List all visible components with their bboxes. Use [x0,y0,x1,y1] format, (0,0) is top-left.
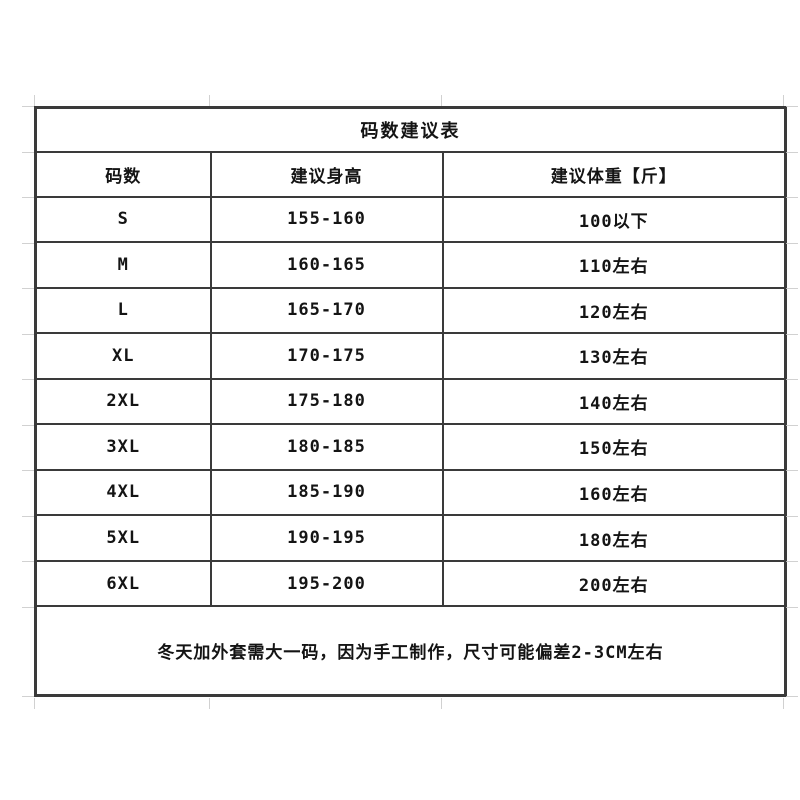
height-cell: 175-180 [209,377,444,426]
size-cell: 5XL [34,514,212,562]
table-row: 6XL 195-200 200左右 [34,559,787,608]
column-header-height: 建议身高 [209,151,444,198]
height-cell: 160-165 [209,241,444,289]
table-title: 码数建议表 [34,106,787,154]
column-header-size: 码数 [34,151,212,198]
size-cell: M [34,241,212,289]
table-header-row: 码数 建议身高 建议体重【斤】 [34,151,787,198]
size-cell: XL [34,332,212,380]
weight-cell: 120左右 [441,286,787,335]
weight-cell: 100以下 [441,195,787,244]
table-row: L 165-170 120左右 [34,286,787,335]
height-cell: 165-170 [209,286,444,335]
weight-cell: 160左右 [441,468,787,517]
size-cell: 6XL [34,559,212,608]
height-cell: 155-160 [209,195,444,244]
size-cell: S [34,195,212,244]
weight-cell: 200左右 [441,559,787,608]
table-row: 2XL 175-180 140左右 [34,377,787,426]
size-cell: 4XL [34,468,212,517]
table-note: 冬天加外套需大一码，因为手工制作，尺寸可能偏差2-3CM左右 [34,605,787,697]
table-row: M 160-165 110左右 [34,241,787,289]
weight-cell: 180左右 [441,514,787,562]
height-cell: 180-185 [209,423,444,471]
table-row: XL 170-175 130左右 [34,332,787,380]
size-cell: L [34,286,212,335]
table-row: 5XL 190-195 180左右 [34,514,787,562]
weight-cell: 130左右 [441,332,787,380]
weight-cell: 150左右 [441,423,787,471]
height-cell: 185-190 [209,468,444,517]
table-note-row: 冬天加外套需大一码，因为手工制作，尺寸可能偏差2-3CM左右 [34,605,787,697]
weight-cell: 140左右 [441,377,787,426]
height-cell: 190-195 [209,514,444,562]
table-row: S 155-160 100以下 [34,195,787,244]
table-row: 4XL 185-190 160左右 [34,468,787,517]
table-title-row: 码数建议表 [34,106,787,154]
table-row: 3XL 180-185 150左右 [34,423,787,471]
size-cell: 2XL [34,377,212,426]
size-cell: 3XL [34,423,212,471]
size-chart-table: 码数建议表 码数 建议身高 建议体重【斤】 S 155-160 100以下 M … [34,106,788,697]
height-cell: 170-175 [209,332,444,380]
weight-cell: 110左右 [441,241,787,289]
column-header-weight: 建议体重【斤】 [441,151,787,198]
height-cell: 195-200 [209,559,444,608]
